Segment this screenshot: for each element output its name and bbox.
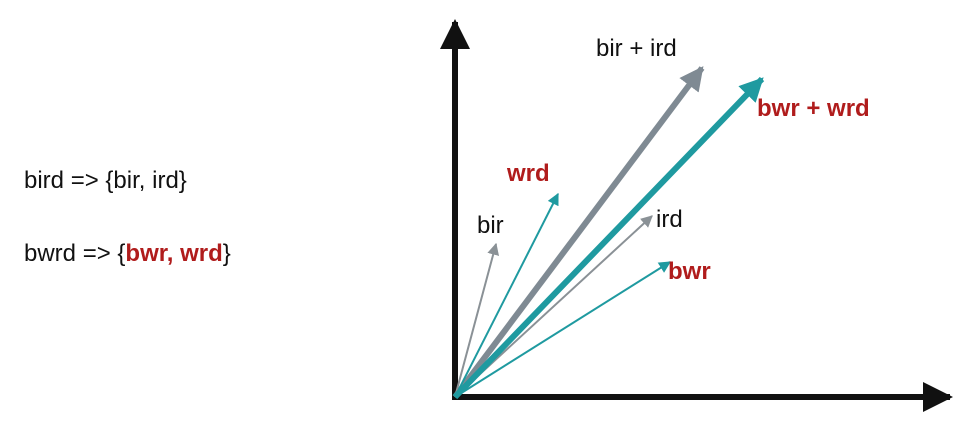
equation-part-bir: bir	[113, 167, 139, 194]
equation-part-ird: ird	[152, 167, 179, 194]
label-bwr-plus-wrd: bwr + wrd	[757, 95, 870, 122]
equation-open-brace: {	[117, 240, 126, 267]
label-bir-plus-ird: bir + ird	[596, 35, 677, 62]
equation-word: bwrd	[24, 240, 77, 267]
label-ird: ird	[656, 206, 683, 233]
equation-close-brace: }	[222, 240, 231, 267]
equation-bwrd: bwrd => {bwr, wrd}	[24, 240, 231, 268]
equation-word: bird	[24, 167, 65, 194]
equation-arrow: =>	[70, 167, 99, 194]
equation-arrow: =>	[82, 240, 111, 267]
label-wrd: wrd	[506, 160, 550, 187]
equation-part-bwr: bwr, wrd	[125, 240, 223, 267]
vector-bwr-plus-wrd	[452, 76, 765, 400]
equation-bird: bird => {bir, ird}	[24, 167, 187, 195]
vector-bwr	[454, 261, 672, 398]
label-bwr: bwr	[668, 258, 711, 285]
vector-bir	[454, 242, 500, 398]
label-bir: bir	[477, 212, 504, 239]
equation-separator: ,	[138, 167, 153, 194]
vector-bir-plus-ird	[452, 66, 705, 399]
vector-wrd	[454, 192, 559, 398]
equation-close-brace: }	[178, 167, 187, 194]
equation-open-brace: {	[105, 167, 114, 194]
